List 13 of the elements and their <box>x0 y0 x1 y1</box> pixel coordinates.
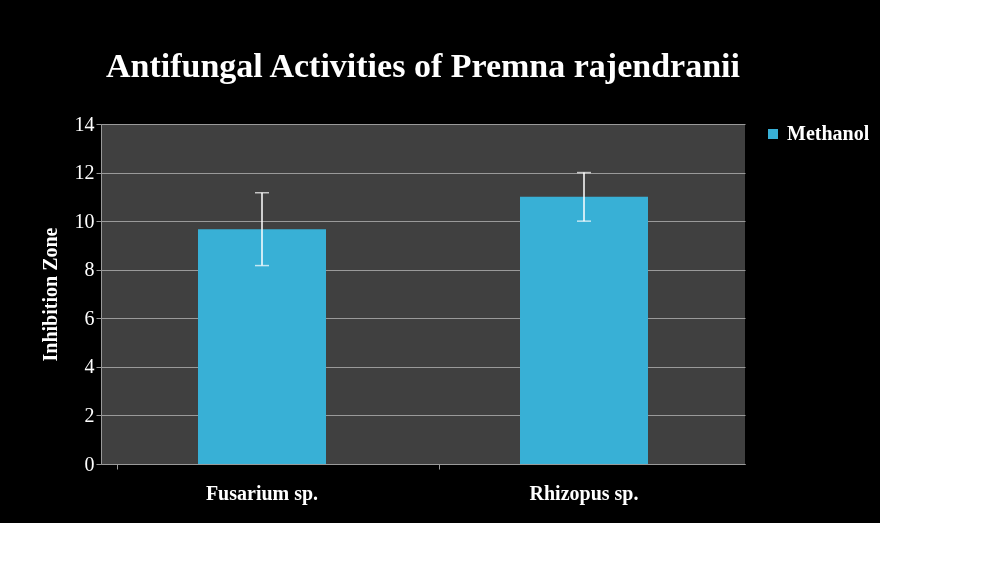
y-tick-label: 6 <box>84 306 95 329</box>
y-axis-title: Inhibition Zone <box>38 227 61 362</box>
y-tick-label: 12 <box>74 161 95 184</box>
y-tick-label: 14 <box>74 112 95 135</box>
x-tick-label: Fusarium sp. <box>205 481 319 505</box>
y-tick-label: 4 <box>84 355 95 378</box>
y-tick-label: 8 <box>84 258 95 281</box>
y-tick-label: 0 <box>84 452 95 475</box>
y-tick-label: 2 <box>84 403 95 426</box>
x-tick-label: Rhizopus sp. <box>529 481 639 505</box>
legend-label: Methanol <box>787 122 870 144</box>
y-tick-label: 10 <box>74 209 95 232</box>
chart-title: Antifungal Activities of Premna rajendranii <box>106 47 740 84</box>
